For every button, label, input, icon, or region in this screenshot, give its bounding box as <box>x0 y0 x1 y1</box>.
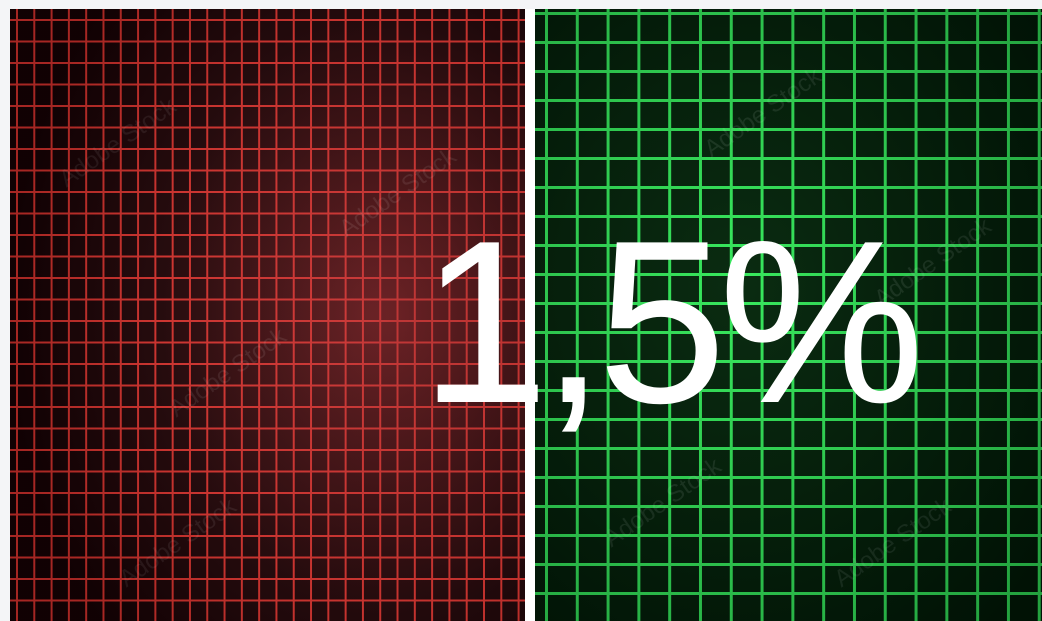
center-divider <box>525 9 535 621</box>
watermark: Adobe Stock <box>114 492 242 593</box>
watermark: Adobe Stock <box>599 452 727 553</box>
watermark: Adobe Stock <box>164 322 292 423</box>
percentage-text: 1,5% <box>420 193 925 452</box>
green-grid-panel: Adobe Stock Adobe Stock Adobe Stock Adob… <box>535 9 1042 621</box>
red-grid-panel: Adobe Stock Adobe Stock Adobe Stock Adob… <box>10 9 525 621</box>
watermark: Adobe Stock <box>54 92 182 193</box>
image-frame: Adobe Stock Adobe Stock Adobe Stock Adob… <box>10 9 1042 621</box>
watermark: Adobe Stock <box>699 62 827 163</box>
watermark: Adobe Stock <box>829 492 957 593</box>
